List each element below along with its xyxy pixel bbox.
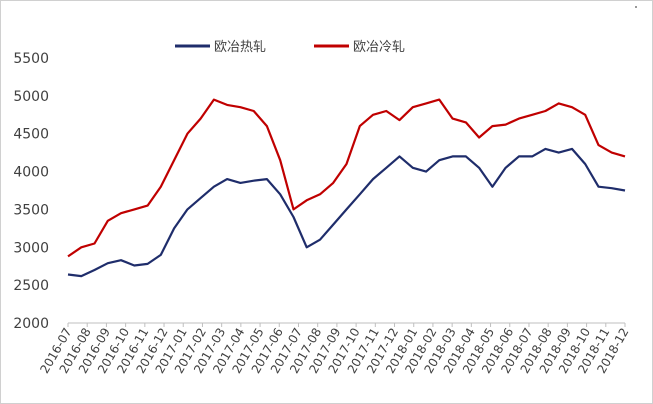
series-line-1	[67, 98, 626, 258]
y-tick-label: 5500	[13, 51, 49, 67]
series-line-0	[67, 147, 626, 278]
y-tick-label: 5000	[13, 89, 49, 105]
y-tick-label: 2000	[13, 316, 49, 332]
corner-mark	[635, 6, 637, 8]
legend: 欧冶热轧 欧冶冷轧	[175, 40, 405, 55]
y-tick-label: 2500	[13, 278, 49, 294]
plot-area	[67, 98, 626, 278]
x-axis: 2016-072016-082016-092016-102016-112016-…	[37, 322, 632, 376]
y-axis: 5500 5000 4500 4000 3500 3000 2500 2000	[13, 51, 49, 332]
legend-label-series-0: 欧冶热轧	[214, 40, 266, 55]
y-tick-label: 3000	[13, 240, 49, 256]
y-tick-label: 4500	[13, 127, 49, 143]
legend-label-series-1: 欧冶冷轧	[353, 40, 405, 55]
y-tick-label: 4000	[13, 165, 49, 181]
y-tick-label: 3500	[13, 202, 49, 218]
